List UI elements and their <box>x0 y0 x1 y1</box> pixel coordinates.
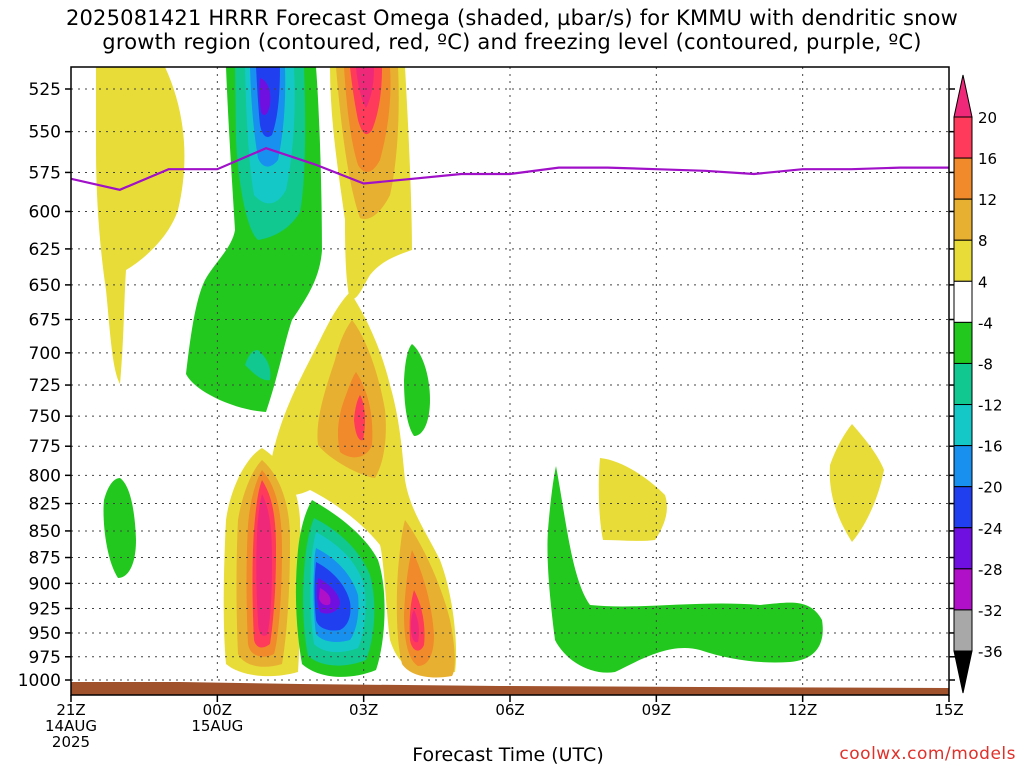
y-tick-label: 900 <box>29 574 61 594</box>
colorbar-swatch <box>953 568 973 611</box>
y-tick-label: 975 <box>29 648 61 668</box>
colorbar-swatch <box>953 157 973 200</box>
y-tick-label: 1000 <box>18 671 61 691</box>
chart-title-line-1: 2025081421 HRRR Forecast Omega (shaded, … <box>65 6 959 30</box>
x-tick-label: 00Z <box>203 701 232 719</box>
colorbar-label: 8 <box>978 232 988 250</box>
omega-region <box>598 458 667 541</box>
y-tick-label: 825 <box>29 495 61 515</box>
colorbar-label: -32 <box>978 602 1003 620</box>
colorbar-label: 16 <box>978 150 997 168</box>
x-tick-label: 09Z <box>642 701 671 719</box>
colorbar-swatch <box>953 362 973 406</box>
x-tick-label: 14AUG <box>45 717 97 735</box>
colorbar-swatch <box>953 116 973 159</box>
colorbar: 20 16 12 8 4 -4 -8 -12 -16 -20 -24 -28 -32 -36 <box>953 74 1003 694</box>
y-axis: 525 550 575 600 625 650 675 700 725 750 775 800 825 8… <box>18 80 955 691</box>
colorbar-label: 4 <box>978 273 988 291</box>
y-tick-label: 700 <box>29 344 61 364</box>
x-axis-title: Forecast Time (UTC) <box>412 744 604 766</box>
colorbar-swatch <box>953 239 973 282</box>
colorbar-label: -24 <box>978 520 1003 538</box>
colorbar-swatch <box>953 486 973 529</box>
x-tick-label: 21Z <box>56 701 85 719</box>
colorbar-label: -20 <box>978 479 1003 497</box>
colorbar-swatch <box>953 527 973 570</box>
colorbar-swatch <box>953 198 973 241</box>
colorbar-label: -36 <box>978 643 1003 661</box>
omega-region <box>356 67 374 108</box>
ground-strip <box>71 682 949 695</box>
x-tick-label: 06Z <box>495 701 524 719</box>
freezing-level-line <box>71 147 949 191</box>
colorbar-over-arrow <box>953 74 973 118</box>
omega-region <box>103 478 136 578</box>
y-tick-label: 875 <box>29 549 61 569</box>
freezing-level <box>71 147 949 191</box>
x-tick-label: 15Z <box>934 701 963 719</box>
colorbar-swatch <box>953 280 973 323</box>
colorbar-under-arrow <box>953 650 973 694</box>
omega-region <box>96 67 185 384</box>
chart-title-line-2: growth region (contoured, red, ºC) and f… <box>102 30 922 54</box>
colorbar-label: 12 <box>978 191 997 209</box>
colorbar-label: -28 <box>978 561 1003 579</box>
omega-region <box>829 424 884 542</box>
colorbar-label: 20 <box>978 109 997 127</box>
x-tick-label: 12Z <box>788 701 817 719</box>
y-tick-label: 650 <box>29 276 61 296</box>
omega-region <box>354 395 365 441</box>
y-tick-label: 950 <box>29 624 61 644</box>
y-tick-label: 675 <box>29 311 61 331</box>
omega-region <box>319 588 331 606</box>
y-tick-label: 725 <box>29 376 61 396</box>
y-tick-label: 525 <box>29 80 61 100</box>
omega-region <box>245 350 271 381</box>
colorbar-label: -16 <box>978 438 1003 456</box>
omega-shading <box>96 67 884 678</box>
colorbar-swatch <box>953 609 973 652</box>
y-tick-label: 600 <box>29 202 61 222</box>
omega-region <box>547 466 823 673</box>
colorbar-label: -12 <box>978 397 1003 415</box>
colorbar-label: -4 <box>978 314 993 332</box>
y-tick-label: 575 <box>29 163 61 183</box>
x-tick-label: 2025 <box>52 733 90 751</box>
omega-region <box>259 78 271 116</box>
chart-title: 2025081421 HRRR Forecast Omega (shaded, … <box>0 6 1024 54</box>
colorbar-swatch <box>953 321 973 364</box>
y-tick-label: 925 <box>29 599 61 619</box>
y-tick-label: 750 <box>29 407 61 427</box>
y-tick-label: 800 <box>29 466 61 486</box>
omega-region <box>404 344 430 436</box>
y-tick-label: 550 <box>29 123 61 143</box>
colorbar-swatch <box>953 404 973 447</box>
colorbar-swatch <box>953 445 973 488</box>
y-tick-label: 850 <box>29 522 61 542</box>
omega-region <box>411 610 419 643</box>
credit-link[interactable]: coolwx.com/models <box>839 744 1016 764</box>
y-tick-label: 775 <box>29 437 61 457</box>
colorbar-label: -8 <box>978 355 993 373</box>
x-tick-label: 15AUG <box>191 717 243 735</box>
y-tick-label: 625 <box>29 240 61 260</box>
omega-region <box>256 494 272 636</box>
x-tick-label: 03Z <box>349 701 378 719</box>
